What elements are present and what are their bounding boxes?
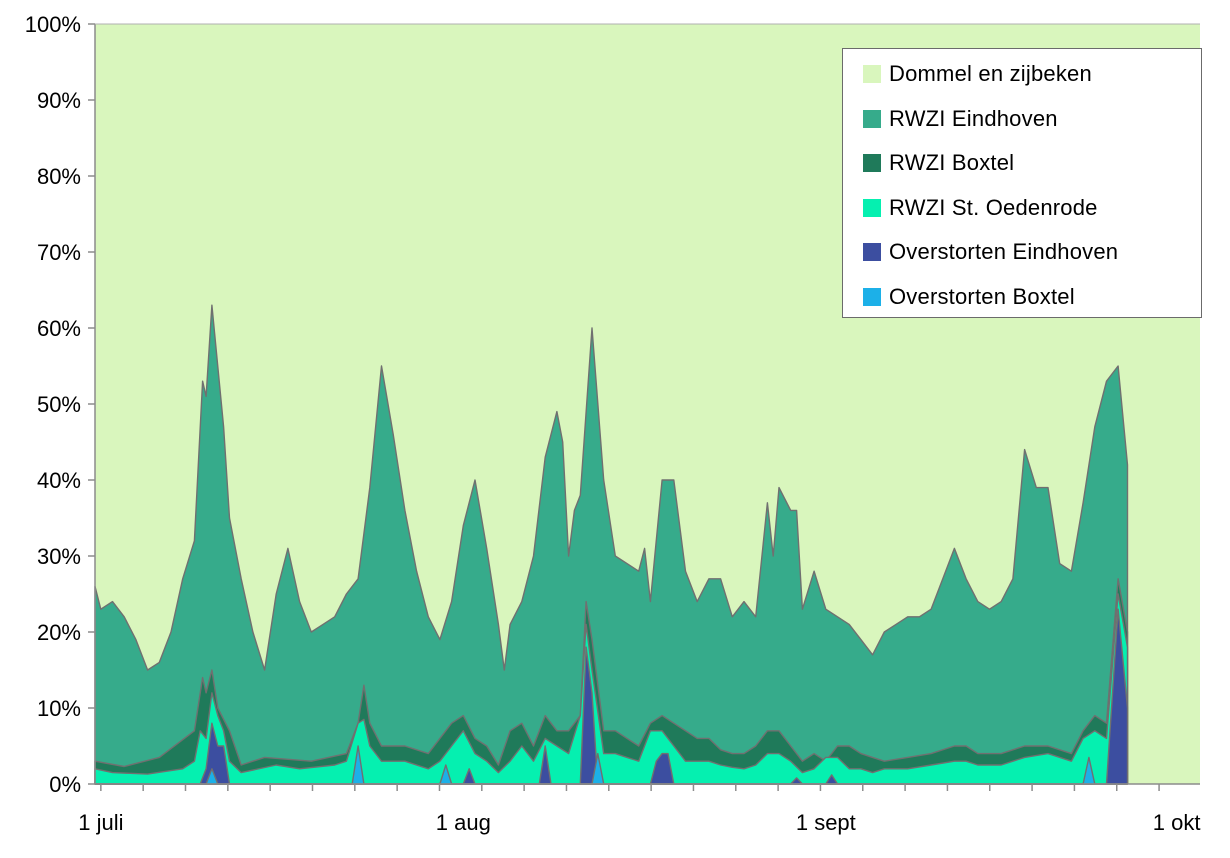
legend-swatch (863, 287, 881, 306)
x-tick-labels: 1 juli 1 aug 1 sept 1 okt (78, 784, 1200, 835)
legend-label: RWZI St. Oedenrode (889, 194, 1098, 220)
legend-swatch (863, 65, 881, 83)
area-overstorten-boxtel (94, 745, 1096, 785)
legend-swatch (863, 243, 881, 261)
y-tick-label: 40% (37, 468, 81, 493)
legend-label: Overstorten Eindhoven (889, 239, 1119, 264)
y-tick-label: 10% (37, 696, 81, 721)
x-tick-label: 1 sept (796, 810, 856, 835)
y-tick-label: 50% (37, 392, 81, 417)
legend-swatch (863, 154, 881, 172)
y-tick-label: 80% (37, 164, 81, 189)
y-tick-label: 90% (37, 88, 81, 113)
legend-swatch (863, 198, 881, 217)
legend: Dommel en zijbeken RWZI Eindhoven RWZI Box… (842, 48, 1202, 318)
y-tick-label: 70% (37, 240, 81, 265)
y-tick-label: 30% (37, 544, 81, 569)
legend-swatch (863, 109, 881, 128)
area-series-group (94, 304, 1129, 785)
legend-label: RWZI Eindhoven (889, 105, 1058, 131)
x-tick-label: 1 juli (78, 810, 123, 835)
legend-item: Dommel en zijbeken (863, 59, 1092, 89)
x-tick-label: 1 okt (1153, 810, 1201, 835)
y-tick-labels: 0% 10% 20% 30% 40% 50% 60% 70% 80% 90% 100% (25, 12, 95, 797)
y-tick-label: 60% (37, 316, 81, 341)
legend-item: RWZI Boxtel (863, 148, 1014, 178)
legend-label: Dommel en zijbeken (889, 61, 1092, 86)
y-tick-label: 100% (25, 12, 81, 37)
legend-label: RWZI Boxtel (889, 150, 1015, 175)
y-tick-label: 0% (49, 772, 81, 797)
x-tick-label: 1 aug (436, 810, 491, 835)
area-rwzi-st-oedenrode (94, 593, 1129, 785)
y-tick-label: 20% (37, 620, 81, 645)
legend-item: RWZI St. Oedenrode (863, 193, 1098, 223)
area-rwzi-eindhoven (94, 304, 1129, 785)
legend-item: Overstorten Eindhoven (863, 237, 1118, 267)
legend-item: Overstorten Boxtel (863, 282, 1075, 312)
legend-label: Overstorten Boxtel (889, 283, 1075, 309)
legend-item: RWZI Eindhoven (863, 104, 1058, 134)
